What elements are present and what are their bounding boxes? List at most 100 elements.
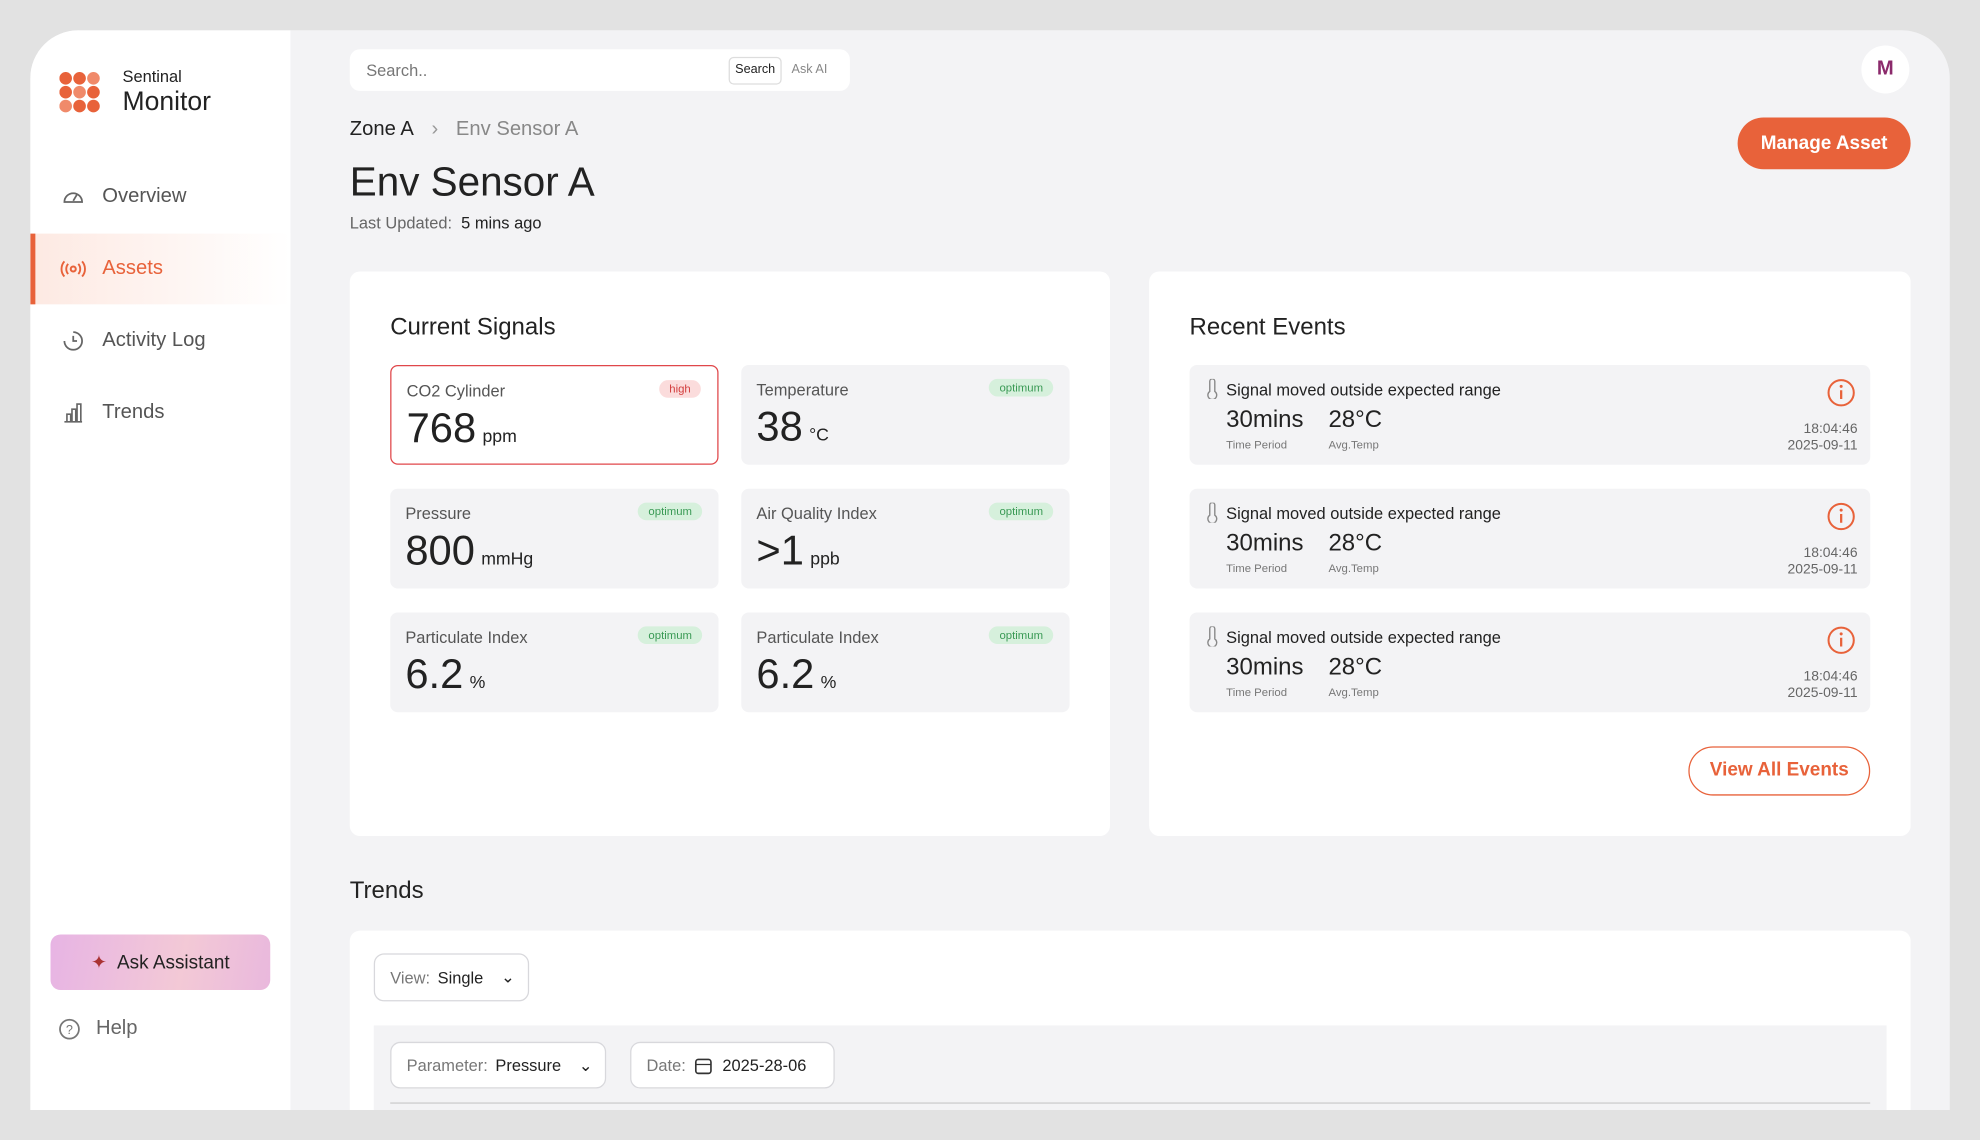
page-title: Env Sensor A	[349, 159, 595, 205]
date-picker[interactable]: Date: 2025-28-06	[630, 1041, 835, 1089]
nav-label: Overview	[102, 185, 187, 208]
status-badge: optimum	[989, 626, 1054, 645]
section-title: Current Signals	[390, 314, 556, 341]
signal-tile: Temperature optimum 38 °C	[741, 364, 1070, 465]
parameter-dropdown[interactable]: Parameter: Pressure ⌄	[390, 1041, 607, 1089]
event-row[interactable]: Signal moved outside expected range 30min…	[1189, 364, 1871, 465]
signal-name: Pressure	[405, 503, 472, 523]
svg-text:?: ?	[66, 1023, 73, 1037]
signal-unit: ppb	[810, 548, 840, 569]
event-temp-label: Avg.Temp	[1328, 685, 1379, 699]
sidebar: Sentinal Monitor ✦ Ask Assistant ? Help Ov…	[30, 30, 291, 1111]
last-updated: Last Updated: 5 mins ago	[350, 213, 542, 232]
signal-unit: °C	[809, 424, 829, 445]
info-icon[interactable]	[1826, 378, 1856, 408]
signal-value: 6.2	[756, 650, 815, 698]
event-message: Signal moved outside expected range	[1226, 503, 1501, 523]
signal-value: >1	[756, 526, 804, 574]
event-time: 18:04:46	[1803, 545, 1858, 561]
signal-tile: Particulate Index optimum 6.2%	[741, 612, 1070, 713]
signal-reading: 38 °C	[756, 403, 829, 451]
signal-value: 6.2	[405, 650, 464, 698]
logo	[59, 71, 100, 113]
avatar[interactable]: M	[1861, 45, 1910, 94]
status-badge: optimum	[638, 502, 703, 521]
filter-bar: Parameter: Pressure ⌄ Date: 2025-28-06	[373, 1025, 1887, 1111]
nav-item[interactable]: Overview	[30, 162, 290, 233]
crumb[interactable]: Zone A	[349, 118, 414, 141]
search-placeholder: Search..	[366, 60, 428, 80]
signal-tile: CO2 Cylinder high 768 ppm	[390, 364, 719, 465]
signal-name: CO2 Cylinder	[406, 381, 506, 401]
event-date: 2025-09-11	[1787, 438, 1858, 454]
signal-reading: >1 ppb	[756, 527, 839, 575]
event-row[interactable]: Signal moved outside expected range 30min…	[1189, 488, 1871, 589]
signal-name: Temperature	[756, 380, 849, 400]
ask-ai-button[interactable]: Ask AI	[791, 63, 828, 78]
nav-item[interactable]: Assets	[30, 233, 291, 305]
section-title: Recent Events	[1189, 314, 1346, 341]
view-all-events-button[interactable]: View All Events	[1688, 746, 1871, 796]
status-badge: optimum	[989, 502, 1054, 521]
status-badge: high	[659, 380, 701, 398]
thermometer-icon	[1207, 378, 1218, 400]
event-period: 30mins	[1226, 406, 1304, 434]
event-message: Signal moved outside expected range	[1226, 627, 1501, 647]
dropdown-value: Pressure	[495, 1055, 562, 1075]
dropdown-value: 2025-28-06	[722, 1055, 807, 1075]
signal-value: 38	[756, 402, 803, 450]
nav-label: Trends	[102, 401, 165, 424]
event-period-label: Time Period	[1226, 438, 1288, 451]
nav-label: Assets	[102, 257, 163, 280]
event-row[interactable]: Signal moved outside expected range 30min…	[1189, 612, 1871, 713]
search-button[interactable]: Search	[728, 56, 782, 85]
nav-label: Activity Log	[102, 329, 206, 352]
event-period: 30mins	[1226, 654, 1304, 681]
nav-item[interactable]: Trends	[30, 378, 290, 449]
brand-top: Sentinal	[122, 66, 182, 86]
brand-name: Monitor	[122, 87, 211, 117]
event-date: 2025-09-11	[1787, 561, 1858, 578]
event-temp-label: Avg.Temp	[1328, 438, 1379, 451]
help-label: Help	[95, 1017, 138, 1040]
breadcrumb: Zone A › Env Sensor A	[349, 118, 579, 141]
signal-unit: %	[469, 671, 486, 693]
screen: Sentinal Monitor ✦ Ask Assistant ? Help Ov…	[30, 30, 1950, 1111]
ask-assistant-button[interactable]: ✦ Ask Assistant	[50, 934, 271, 991]
info-icon[interactable]	[1826, 625, 1856, 655]
dropdown-value: Single	[437, 967, 484, 987]
signal-value: 800	[405, 526, 475, 574]
signal-reading: 800 mmHg	[405, 527, 533, 575]
last-updated-value: 5 mins ago	[461, 213, 542, 233]
thermometer-icon	[1207, 626, 1218, 647]
dropdown-label: Parameter:	[406, 1055, 488, 1075]
event-temp: 28°C	[1328, 530, 1383, 557]
status-badge: optimum	[989, 378, 1054, 397]
ask-assistant-label: Ask Assistant	[117, 951, 230, 973]
info-icon[interactable]	[1826, 501, 1856, 531]
help-link[interactable]: ? Help	[58, 1017, 138, 1041]
view-dropdown[interactable]: View: Single ⌄	[373, 953, 530, 1002]
signals-card: Current Signals CO2 Cylinder high 768 ppm Te…	[349, 271, 1111, 836]
event-time: 18:04:46	[1803, 421, 1858, 437]
status-badge: optimum	[638, 626, 703, 645]
event-period-label: Time Period	[1226, 685, 1288, 699]
signal-reading: 768 ppm	[407, 404, 517, 452]
signal-name: Particulate Index	[756, 627, 879, 647]
events-card: Recent Events View All Events Signal mov…	[1149, 271, 1911, 836]
event-temp-label: Avg.Temp	[1328, 561, 1379, 575]
signal-tile: Particulate Index optimum 6.2%	[390, 612, 719, 713]
crumb: Env Sensor A	[455, 118, 579, 141]
nav-item[interactable]: Activity Log	[30, 306, 290, 377]
signal-reading: 6.2%	[405, 650, 485, 698]
search-box[interactable]: Search.. Search Ask AI	[349, 49, 850, 91]
event-temp: 28°C	[1328, 406, 1383, 434]
signal-reading: 6.2%	[756, 650, 836, 698]
event-period-label: Time Period	[1226, 561, 1288, 575]
manage-asset-button[interactable]: Manage Asset	[1737, 117, 1911, 170]
last-updated-label: Last Updated:	[349, 213, 453, 233]
signal-value: 768	[406, 404, 477, 451]
event-time: 18:04:46	[1803, 669, 1858, 685]
